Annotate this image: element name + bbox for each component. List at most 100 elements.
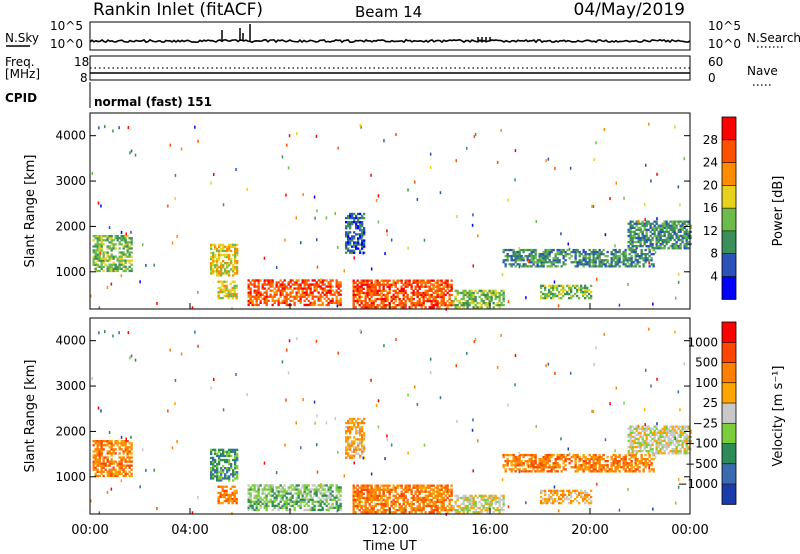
velocity-echo-cell (216, 454, 219, 458)
power-echo-cell (456, 291, 459, 295)
power-echo-cell (291, 279, 294, 282)
power-scatter-cell (141, 243, 144, 247)
power-echo-cell (271, 295, 274, 298)
velocity-echo-cell (356, 488, 359, 491)
velocity-echo-cell (356, 496, 359, 500)
power-echo-cell (352, 283, 355, 286)
power-echo-cell (528, 255, 531, 258)
velocity-echo-cell (524, 470, 527, 473)
power-echo-cell (681, 224, 684, 227)
velocity-echo-cell (653, 433, 656, 436)
velocity-echo-cell (598, 468, 601, 471)
velocity-echo-cell (281, 488, 284, 491)
power-echo-cell (236, 266, 239, 269)
velocity-echo-cell (325, 484, 328, 487)
power-echo-cell (641, 220, 644, 223)
power-echo-cell (225, 284, 228, 287)
power-echo-cell (685, 228, 688, 231)
power-echo-cell (327, 291, 330, 294)
velocity-echo-cell (236, 471, 239, 474)
power-echo-cell (675, 245, 678, 248)
velocity-echo-cell (616, 460, 619, 463)
power-echo-cell (548, 294, 551, 298)
velocity-echo-cell (683, 441, 686, 445)
power-echo-cell (546, 292, 549, 296)
power-echo-cell (512, 253, 515, 256)
power-echo-cell (671, 224, 674, 227)
velocity-echo-cell (92, 460, 95, 463)
velocity-echo-cell (124, 464, 127, 467)
power-echo-cell (641, 234, 644, 238)
velocity-echo-cell (291, 484, 294, 487)
power-echo-cell (347, 235, 350, 238)
velocity-echo-cell (378, 502, 381, 506)
velocity-echo-cell (269, 498, 272, 501)
velocity-echo-cell (490, 498, 493, 502)
power-echo-cell (669, 232, 672, 236)
velocity-echo-cell (628, 470, 631, 473)
velocity-echo-cell (293, 488, 296, 491)
velocity-echo-cell (606, 460, 609, 463)
power-echo-cell (624, 250, 627, 254)
power-echo-cell (275, 283, 278, 286)
velocity-echo-cell (687, 452, 690, 455)
velocity-echo-cell (261, 502, 264, 505)
power-echo-cell (287, 297, 290, 300)
velocity-echo-cell (600, 458, 603, 461)
velocity-echo-cell (530, 455, 533, 459)
velocity-echo-cell (671, 431, 674, 434)
velocity-echo-cell (321, 494, 324, 497)
power-echo-cell (366, 287, 369, 290)
velocity-echo-cell (386, 486, 389, 489)
power-echo-cell (269, 289, 272, 292)
power-echo-cell (558, 292, 561, 296)
power-echo-cell (259, 299, 262, 302)
power-echo-cell (424, 281, 427, 284)
power-echo-cell (665, 228, 668, 231)
velocity-echo-cell (355, 421, 358, 425)
power-echo-cell (108, 245, 111, 248)
power-echo-cell (596, 257, 599, 260)
power-echo-cell (275, 291, 278, 294)
power-scatter-cell (284, 238, 286, 242)
velocity-echo-cell (462, 509, 465, 512)
power-echo-cell (283, 299, 286, 302)
power-echo-cell (642, 257, 645, 260)
power-echo-cell (382, 285, 385, 288)
velocity-echo-cell (327, 496, 330, 499)
velocity-echo-cell (655, 439, 658, 443)
velocity-echo-cell (94, 450, 97, 453)
power-echo-cell (677, 230, 680, 233)
power-echo-cell (118, 241, 121, 244)
power-echo-cell (468, 291, 471, 295)
velocity-echo-cell (299, 504, 302, 507)
velocity-echo-cell (277, 508, 280, 512)
power-echo-cell (370, 287, 373, 290)
power-echo-cell (360, 291, 363, 295)
velocity-echo-cell (374, 498, 377, 502)
power-echo-cell (428, 297, 431, 301)
velocity-echo-cell (644, 458, 647, 461)
velocity-echo-cell (374, 492, 377, 495)
power-echo-cell (394, 281, 397, 284)
power-echo-cell (311, 293, 314, 296)
power-echo-cell (578, 286, 581, 290)
power-scatter-cell (557, 304, 560, 308)
power-echo-cell (560, 284, 563, 287)
power-echo-cell (432, 295, 435, 299)
velocity-echo-cell (436, 486, 439, 489)
power-echo-cell (677, 228, 680, 231)
power-echo-cell (432, 283, 435, 286)
power-echo-cell (560, 292, 563, 296)
power-colorbar-tick-label: 20 (703, 178, 718, 192)
power-echo-cell (586, 286, 589, 290)
power-echo-cell (351, 216, 354, 220)
power-echo-cell (492, 291, 495, 295)
velocity-echo-cell (235, 499, 238, 503)
power-echo-cell (480, 304, 483, 307)
velocity-echo-cell (232, 473, 235, 476)
power-scatter-cell (386, 233, 389, 237)
velocity-echo-cell (631, 452, 634, 455)
velocity-echo-cell (354, 511, 357, 514)
power-echo-cell (363, 212, 366, 216)
